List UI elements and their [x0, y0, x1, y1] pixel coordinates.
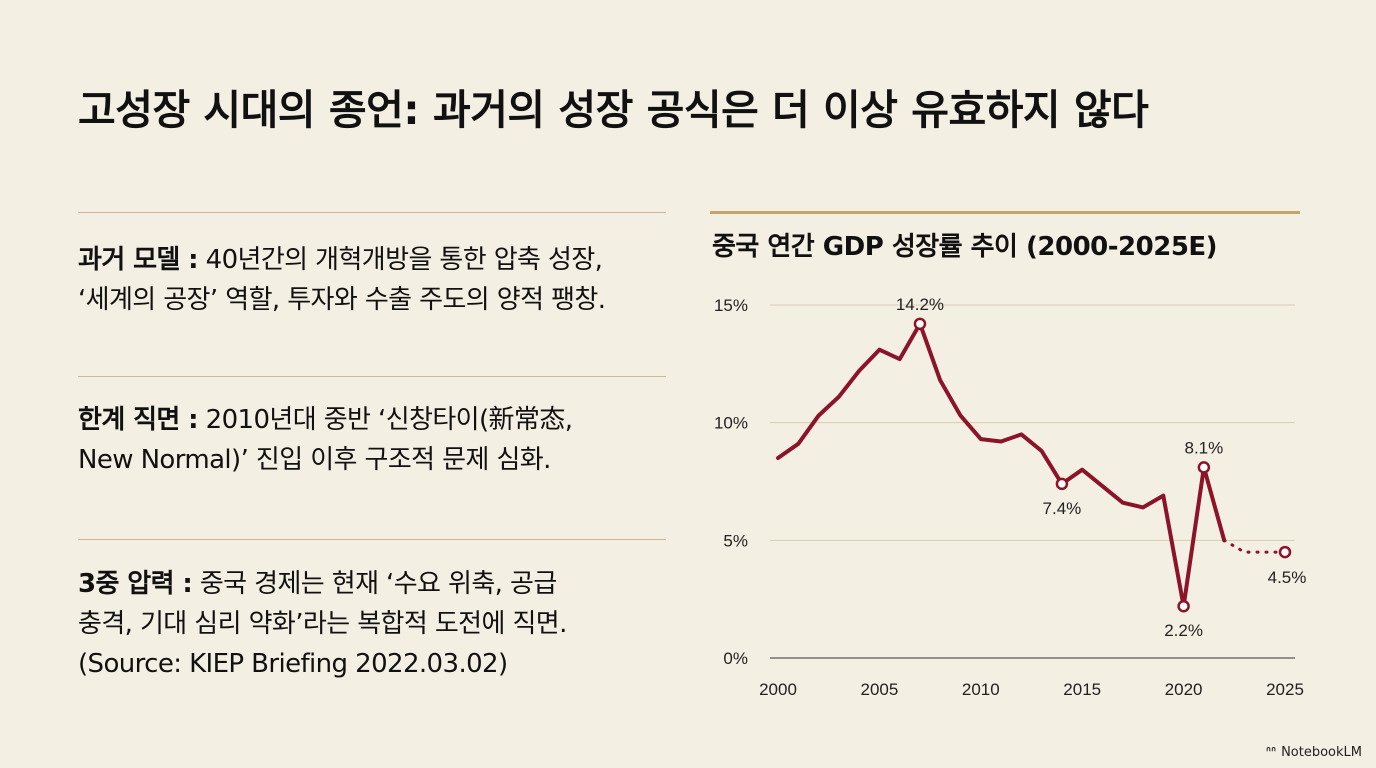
point-past-model: 과거 모델 : 40년간의 개혁개방을 통한 압축 성장, ‘세계의 공장’ 역…: [78, 240, 678, 320]
x-tick-label: 2010: [962, 680, 1000, 699]
divider: [78, 212, 666, 213]
data-point-marker: [1055, 477, 1069, 491]
point-label: 과거 모델 :: [78, 245, 199, 275]
point-triple-pressure: 3중 압력 : 중국 경제는 현재 ‘수요 위축, 공급 충격, 기대 심리 약…: [78, 564, 678, 684]
point-text: 중국 경제는 현재 ‘수요 위축, 공급: [192, 569, 557, 599]
y-tick-label: 0%: [723, 649, 748, 668]
divider: [78, 539, 666, 540]
y-tick-label: 10%: [714, 414, 748, 433]
point-limits: 한계 직면 : 2010년대 중반 ‘신창타이(新常态, New Normal)…: [78, 400, 678, 480]
point-text: 충격, 기대 심리 약화’라는 복합적 도전에 직면.: [78, 609, 567, 639]
data-label: 8.1%: [1185, 438, 1224, 457]
branding-label: NotebookLM: [1281, 745, 1362, 760]
y-tick-label: 15%: [714, 296, 748, 315]
chart-title: 중국 연간 GDP 성장률 추이 (2000-2025E): [712, 232, 1218, 262]
x-tick-label: 2015: [1063, 680, 1101, 699]
page-title: 고성장 시대의 종언: 과거의 성장 공식은 더 이상 유효하지 않다: [78, 86, 1149, 134]
divider: [78, 376, 666, 377]
point-text: New Normal)’ 진입 이후 구조적 문제 심화.: [78, 445, 551, 475]
data-label: 4.5%: [1268, 568, 1307, 587]
data-label: 14.2%: [896, 295, 944, 314]
point-text: 40년간의 개혁개방을 통한 압축 성장,: [197, 245, 603, 275]
branding: ᐢᐢ NotebookLM: [1266, 745, 1362, 760]
data-label: 7.4%: [1043, 499, 1082, 518]
data-point-marker: [1177, 599, 1190, 613]
point-label: 한계 직면 :: [78, 405, 199, 435]
y-tick-label: 5%: [723, 531, 748, 550]
x-tick-label: 2025: [1266, 680, 1304, 699]
point-label: 3중 압력 :: [78, 569, 193, 599]
gdp-growth-line: [776, 321, 1227, 609]
point-text: 2010년대 중반 ‘신창타이(新常态,: [197, 405, 573, 435]
x-tick-label: 2005: [860, 680, 898, 699]
source-citation: (Source: KIEP Briefing 2022.03.02): [78, 649, 508, 679]
point-text: ‘세계의 공장’ 역할, 투자와 수출 주도의 양적 팽창.: [78, 285, 606, 315]
x-tick-label: 2020: [1165, 680, 1203, 699]
x-tick-label: 2000: [759, 680, 797, 699]
data-point-marker: [913, 317, 927, 331]
chart-divider: [710, 211, 1300, 214]
data-point-marker: [1197, 461, 1211, 474]
data-point-marker: [1278, 545, 1292, 559]
forecast-line: [1222, 538, 1287, 554]
notebooklm-logo-icon: ᐢᐢ: [1265, 745, 1277, 760]
data-label: 2.2%: [1164, 621, 1203, 640]
